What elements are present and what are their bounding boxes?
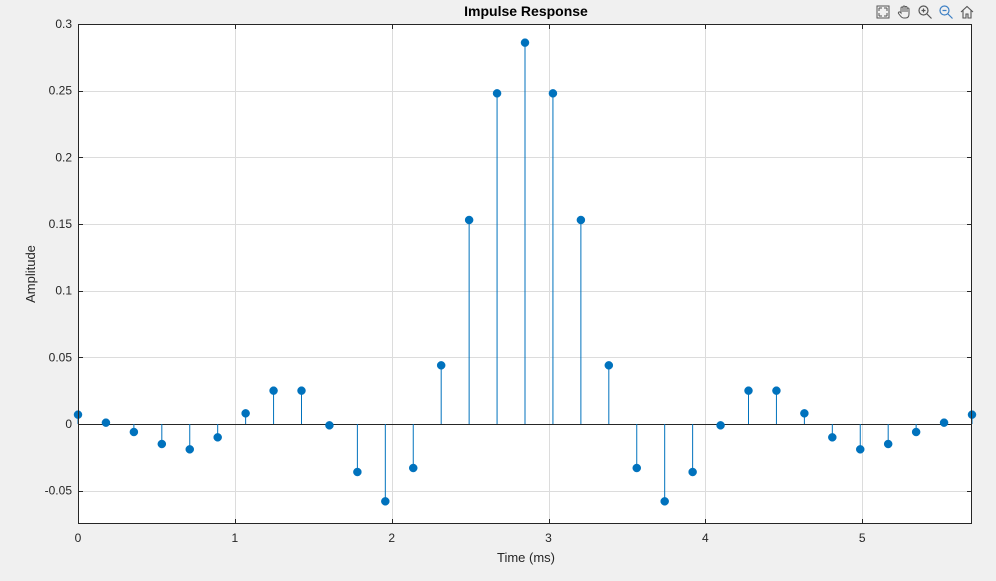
- tick-marks: [78, 24, 972, 524]
- x-tick-label: 3: [545, 531, 552, 545]
- y-tick-label: 0.25: [49, 84, 73, 98]
- zoom-out-icon[interactable]: [936, 2, 956, 22]
- y-tick-label: 0.2: [55, 150, 72, 164]
- stem-series: [73, 38, 977, 506]
- stem-marker: [856, 445, 865, 454]
- stem-marker: [381, 497, 390, 506]
- stem-marker: [213, 433, 222, 442]
- stem-marker: [744, 386, 753, 395]
- zoom-in-icon[interactable]: [915, 2, 935, 22]
- y-tick-labels: -0.05 0 0.05 0.1 0.15 0.2 0.25 0.3: [45, 17, 73, 498]
- y-tick-label: 0: [65, 417, 72, 431]
- stem-marker: [604, 361, 614, 370]
- home-icon[interactable]: [957, 2, 977, 22]
- x-axis-label: Time (ms): [497, 550, 555, 565]
- stem-marker: [409, 463, 418, 473]
- stem-marker: [129, 427, 139, 437]
- chart-title: Impulse Response: [464, 3, 588, 19]
- stem-marker: [492, 89, 502, 98]
- x-tick-label: 2: [388, 531, 395, 545]
- axes-toolbar: [873, 2, 977, 22]
- stem-marker: [688, 467, 697, 477]
- y-axis-label: Amplitude: [23, 245, 38, 303]
- stem-marker: [520, 38, 530, 47]
- stem-marker: [353, 467, 362, 477]
- x-tick-labels: 0 1 2 3 4 5: [75, 531, 866, 545]
- stem-marker: [157, 439, 167, 449]
- stem-marker: [325, 421, 334, 430]
- y-tick-label: -0.05: [45, 484, 73, 498]
- y-tick-label: 0.05: [49, 350, 73, 364]
- stem-marker: [185, 445, 194, 454]
- stem-marker: [548, 89, 558, 98]
- stem-marker: [772, 386, 781, 395]
- stem-marker: [576, 215, 586, 225]
- stem-marker: [436, 361, 446, 370]
- stem-marker: [939, 418, 949, 427]
- axes-box: [78, 24, 972, 524]
- stem-marker: [464, 215, 474, 225]
- x-tick-label: 4: [702, 531, 709, 545]
- x-tick-label: 0: [75, 531, 82, 545]
- stem-marker: [800, 409, 809, 418]
- x-tick-label: 1: [231, 531, 238, 545]
- y-tick-label: 0.3: [55, 17, 72, 31]
- y-tick-label: 0.15: [49, 217, 73, 231]
- stem-marker: [269, 386, 278, 395]
- stem-marker: [883, 439, 893, 449]
- stem-marker: [911, 427, 921, 437]
- x-tick-label: 5: [859, 531, 866, 545]
- stem-marker: [632, 463, 641, 473]
- expand-icon[interactable]: [873, 2, 893, 22]
- stem-marker: [101, 418, 111, 427]
- stem-marker: [828, 433, 837, 442]
- y-tick-label: 0.1: [55, 284, 72, 298]
- stem-marker: [660, 497, 669, 506]
- stem-marker: [297, 386, 306, 395]
- pan-hand-icon[interactable]: [894, 2, 914, 22]
- stem-marker: [241, 409, 250, 418]
- stem-marker: [716, 421, 725, 430]
